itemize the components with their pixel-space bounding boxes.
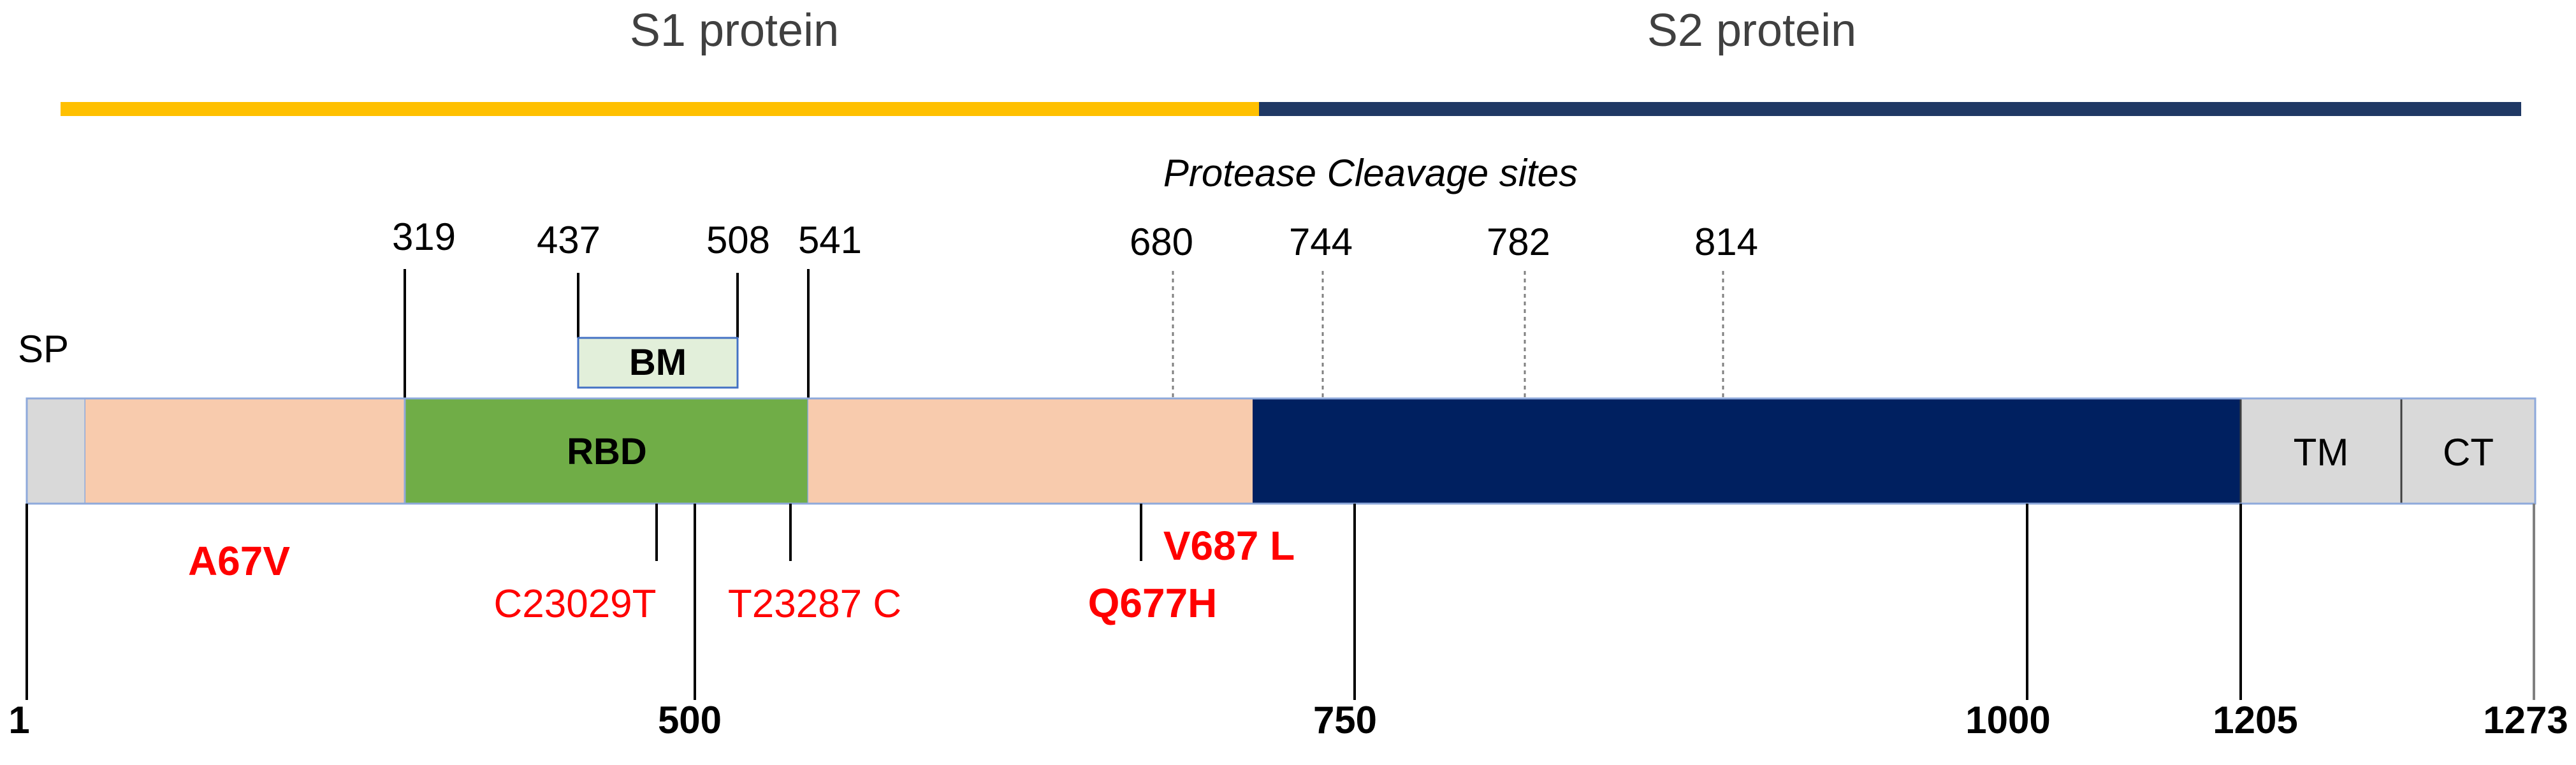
- protein-bar-outline: [25, 397, 2536, 505]
- s2-bar: [1259, 102, 2521, 116]
- position-label-319: 319: [392, 215, 456, 258]
- position-label-437: 437: [537, 219, 600, 261]
- tick-label-750: 750: [1313, 699, 1377, 741]
- mutation-c23029t: C23029T: [493, 582, 656, 626]
- cleavage-label-814: 814: [1694, 221, 1758, 263]
- position-label-508: 508: [706, 219, 770, 261]
- sp-label: SP: [18, 328, 69, 370]
- sp-domain: [25, 397, 87, 505]
- protein-bar: RBD TM CT: [25, 397, 2536, 505]
- mutation-a67v: A67V: [188, 538, 290, 584]
- mutation-t23287c: T23287 C: [728, 582, 901, 626]
- cleavage-label-744: 744: [1289, 221, 1353, 263]
- s1-domain-left: [85, 398, 405, 504]
- s1-bar: [61, 102, 1259, 116]
- cleavage-sites-title: Protease Cleavage sites: [1163, 152, 1578, 194]
- bm-label: BM: [629, 342, 687, 383]
- ct-label: CT: [2443, 431, 2494, 474]
- tick-label-500: 500: [658, 699, 722, 741]
- tick-label-1000: 1000: [1965, 699, 2050, 741]
- tick-label-1: 1: [8, 699, 29, 741]
- bm-domain: BM: [577, 337, 739, 389]
- rbd-label: RBD: [567, 431, 647, 472]
- s1-protein-label: S1 protein: [630, 5, 839, 56]
- tick-label-1273: 1273: [2483, 699, 2568, 741]
- s2-domain: [1253, 398, 2241, 504]
- cleavage-label-782: 782: [1487, 221, 1550, 263]
- mutation-q677h: Q677H: [1088, 580, 1218, 626]
- s2-protein-label: S2 protein: [1647, 5, 1856, 56]
- s1-domain-right: [808, 398, 1253, 504]
- position-label-541: 541: [798, 219, 862, 261]
- cleavage-label-680: 680: [1130, 221, 1193, 263]
- tick-label-1205: 1205: [2213, 699, 2297, 741]
- tm-label: TM: [2294, 431, 2349, 474]
- mutation-v687l: V687 L: [1163, 523, 1295, 569]
